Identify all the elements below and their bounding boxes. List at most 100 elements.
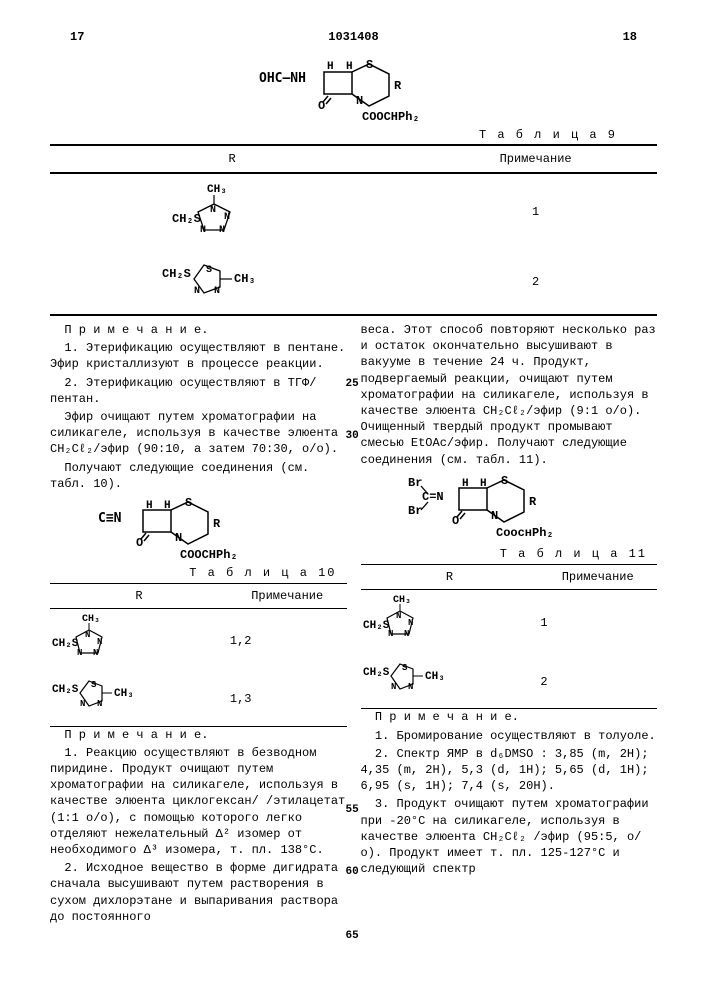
svg-text:S: S — [206, 265, 212, 276]
svg-text:R: R — [394, 79, 402, 93]
svg-text:H: H — [346, 61, 353, 73]
svg-text:N: N — [200, 225, 206, 236]
table10: R Примечание CH₃ CH₂S N N N N — [50, 583, 347, 727]
svg-text:N: N — [391, 682, 396, 692]
right-chemical-structure: Br C=N Br H H O S N R CoocнPh₂ — [404, 472, 614, 542]
t10-row1-r: CH₃ CH₂S N N N N — [50, 609, 228, 673]
svg-text:N: N — [97, 637, 102, 647]
svg-text:CH₃: CH₃ — [82, 614, 100, 625]
svg-text:S: S — [366, 58, 373, 72]
note-heading-1: П р и м е ч а н и е. — [50, 322, 347, 338]
svg-text:N: N — [388, 629, 393, 639]
svg-text:CH₃: CH₃ — [425, 671, 445, 683]
svg-text:N: N — [194, 286, 200, 297]
note-heading-2: П р и м е ч а н и е. — [50, 727, 347, 743]
lineno-60: 60 — [346, 866, 359, 878]
svg-text:CH₂S: CH₂S — [52, 684, 79, 696]
lineno-65: 65 — [346, 930, 359, 942]
svg-text:CH₃: CH₃ — [207, 184, 227, 196]
svg-text:N: N — [404, 629, 409, 639]
svg-text:N: N — [408, 682, 413, 692]
svg-text:N: N — [224, 212, 230, 223]
svg-text:N: N — [175, 531, 182, 545]
svg-text:N: N — [356, 94, 363, 108]
svg-text:H: H — [146, 500, 153, 512]
page-right-num: 18 — [623, 30, 637, 44]
t10-col-r: R — [50, 584, 228, 609]
t9-row2-note: 2 — [414, 249, 657, 315]
svg-text:N: N — [219, 225, 225, 236]
left-chemical-structure: C≡N H H O S N R COOCHPh₂ — [98, 496, 298, 561]
svg-text:OHC—NH: OHC—NH — [259, 71, 306, 86]
r-p3: 2. Спектр ЯМР в d₆DMSO : 3,85 (m, 2H); 4… — [361, 746, 658, 795]
svg-text:CoocнPh₂: CoocнPh₂ — [496, 526, 554, 540]
page-header: 17 1031408 18 — [50, 30, 657, 54]
t11-row2-note: 2 — [538, 655, 657, 709]
table9-col-note: Примечание — [414, 145, 657, 173]
svg-text:S: S — [402, 663, 408, 673]
svg-text:N: N — [80, 699, 85, 709]
svg-text:C≡N: C≡N — [98, 511, 122, 526]
r-note-heading: П р и м е ч а н и е. — [361, 709, 658, 725]
svg-text:CH₃: CH₃ — [114, 688, 134, 700]
lineno-30: 30 — [346, 430, 359, 442]
table9: R Примечание CH₃ CH₂S N N N N 1 — [50, 144, 657, 316]
l-p5: 1. Реакцию осуществляют в безводном пири… — [50, 745, 347, 858]
svg-text:C=N: C=N — [422, 490, 444, 504]
svg-text:CH₃: CH₃ — [393, 595, 411, 606]
svg-text:CH₂S: CH₂S — [172, 212, 201, 226]
t10-row2-note: 1,3 — [228, 672, 347, 726]
left-column: П р и м е ч а н и е. 1. Этерификацию осу… — [50, 322, 347, 927]
svg-text:N: N — [77, 648, 82, 658]
svg-text:CH₂S: CH₂S — [363, 667, 390, 679]
table11-caption: Т а б л и ц а 11 — [361, 546, 658, 562]
svg-text:N: N — [97, 699, 102, 709]
svg-text:N: N — [85, 630, 90, 640]
page-left-num: 17 — [70, 30, 84, 44]
l-p6: 2. Исходное вещество в форме дигидрата с… — [50, 860, 347, 925]
svg-text:H: H — [462, 478, 469, 490]
svg-text:N: N — [210, 205, 216, 216]
t10-col-note: Примечание — [228, 584, 347, 609]
t11-row1-note: 1 — [538, 590, 657, 656]
lineno-25: 25 — [346, 378, 359, 390]
t9-row1-r: CH₃ CH₂S N N N N — [50, 173, 414, 249]
table9-col-r: R — [50, 145, 414, 173]
l-p4: Получают следующие соединения (см. табл.… — [50, 460, 347, 492]
t10-row1-note: 1,2 — [228, 609, 347, 673]
svg-text:S: S — [91, 680, 97, 690]
svg-text:N: N — [408, 618, 413, 628]
svg-text:H: H — [327, 61, 334, 73]
svg-text:N: N — [214, 286, 220, 297]
svg-text:N: N — [491, 509, 498, 523]
l-p3: Эфир очищают путем хроматографии на сили… — [50, 409, 347, 458]
t10-row2-r: CH₂S S N N CH₃ — [50, 672, 228, 726]
svg-text:CH₂S: CH₂S — [52, 638, 79, 650]
lineno-55: 55 — [346, 804, 359, 816]
svg-text:H: H — [164, 500, 171, 512]
svg-text:R: R — [213, 517, 221, 531]
svg-text:R: R — [529, 495, 537, 509]
svg-text:COOCHPh₂: COOCHPh₂ — [362, 110, 420, 124]
svg-text:CH₂S: CH₂S — [162, 267, 191, 281]
svg-text:Br: Br — [408, 476, 422, 490]
r-p1: веса. Этот способ повторяют несколько ра… — [361, 322, 658, 468]
svg-text:CH₂S: CH₂S — [363, 620, 390, 632]
t9-row1-note: 1 — [414, 173, 657, 249]
right-column: веса. Этот способ повторяют несколько ра… — [361, 322, 658, 927]
svg-text:S: S — [185, 496, 192, 510]
t11-col-note: Примечание — [538, 564, 657, 589]
t11-row1-r: CH₃ CH₂S N N N N — [361, 590, 539, 656]
table9-caption: Т а б л и ц а 9 — [50, 128, 657, 142]
r-p4: 3. Продукт очищают путем хроматографии п… — [361, 796, 658, 877]
svg-text:N: N — [93, 648, 98, 658]
svg-text:COOCHPh₂: COOCHPh₂ — [180, 548, 238, 561]
svg-text:Br: Br — [408, 504, 422, 518]
l-p1: 1. Этерификацию осуществляют в пентане. … — [50, 340, 347, 372]
t11-row2-r: CH₂S S N N CH₃ — [361, 655, 539, 709]
svg-text:H: H — [480, 478, 487, 490]
svg-text:CH₃: CH₃ — [234, 272, 256, 286]
svg-text:N: N — [396, 611, 401, 621]
table10-caption: Т а б л и ц а 10 — [50, 565, 347, 581]
table11: R Примечание CH₃ CH₂S N N N N — [361, 564, 658, 710]
